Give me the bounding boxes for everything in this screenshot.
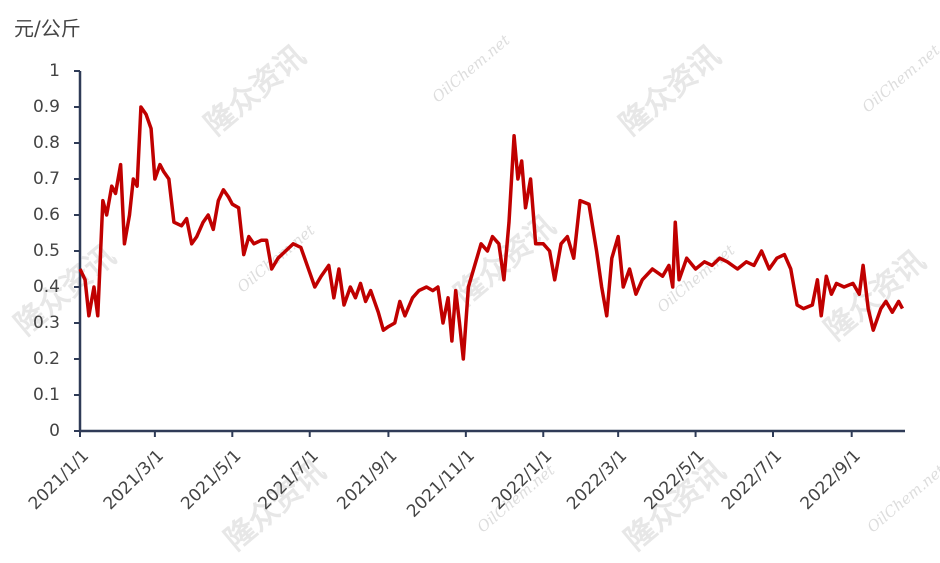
x-tick-label: 2021/3/1 [100, 446, 168, 514]
y-tick-label: 0.3 [33, 313, 60, 333]
y-tick-label: 0.7 [33, 169, 60, 189]
watermark: OilChem.net [864, 460, 940, 536]
watermark: 隆众资讯 [8, 239, 122, 343]
watermark: OilChem.net [654, 240, 739, 316]
watermark: 隆众资讯 [198, 39, 312, 143]
x-tick-label: 2021/1/1 [25, 446, 93, 514]
watermark: 隆众资讯 [818, 244, 932, 348]
y-axis-label: 元/公斤 [14, 17, 81, 41]
y-tick-label: 1 [49, 61, 60, 81]
watermark: 隆众资讯 [613, 39, 727, 143]
y-tick-label: 0.5 [33, 241, 60, 261]
x-tick-label: 2021/11/1 [403, 446, 479, 522]
y-tick-label: 0.6 [33, 205, 60, 225]
x-tick-label: 2022/9/1 [797, 446, 865, 514]
y-tick-label: 0.1 [33, 385, 60, 405]
x-tick-label: 2021/9/1 [333, 446, 401, 514]
x-tick-label: 2021/5/1 [177, 446, 245, 514]
y-tick-label: 0.2 [33, 349, 60, 369]
y-tick-label: 0.4 [33, 277, 60, 297]
price-line [78, 105, 905, 361]
y-tick-label: 0.9 [33, 97, 60, 117]
watermark: OilChem.net [429, 30, 514, 106]
watermark: OilChem.net [859, 40, 940, 116]
x-tick-label: 2022/3/1 [563, 446, 631, 514]
y-tick-label: 0.8 [33, 133, 60, 153]
y-tick-label: 0 [49, 421, 60, 441]
